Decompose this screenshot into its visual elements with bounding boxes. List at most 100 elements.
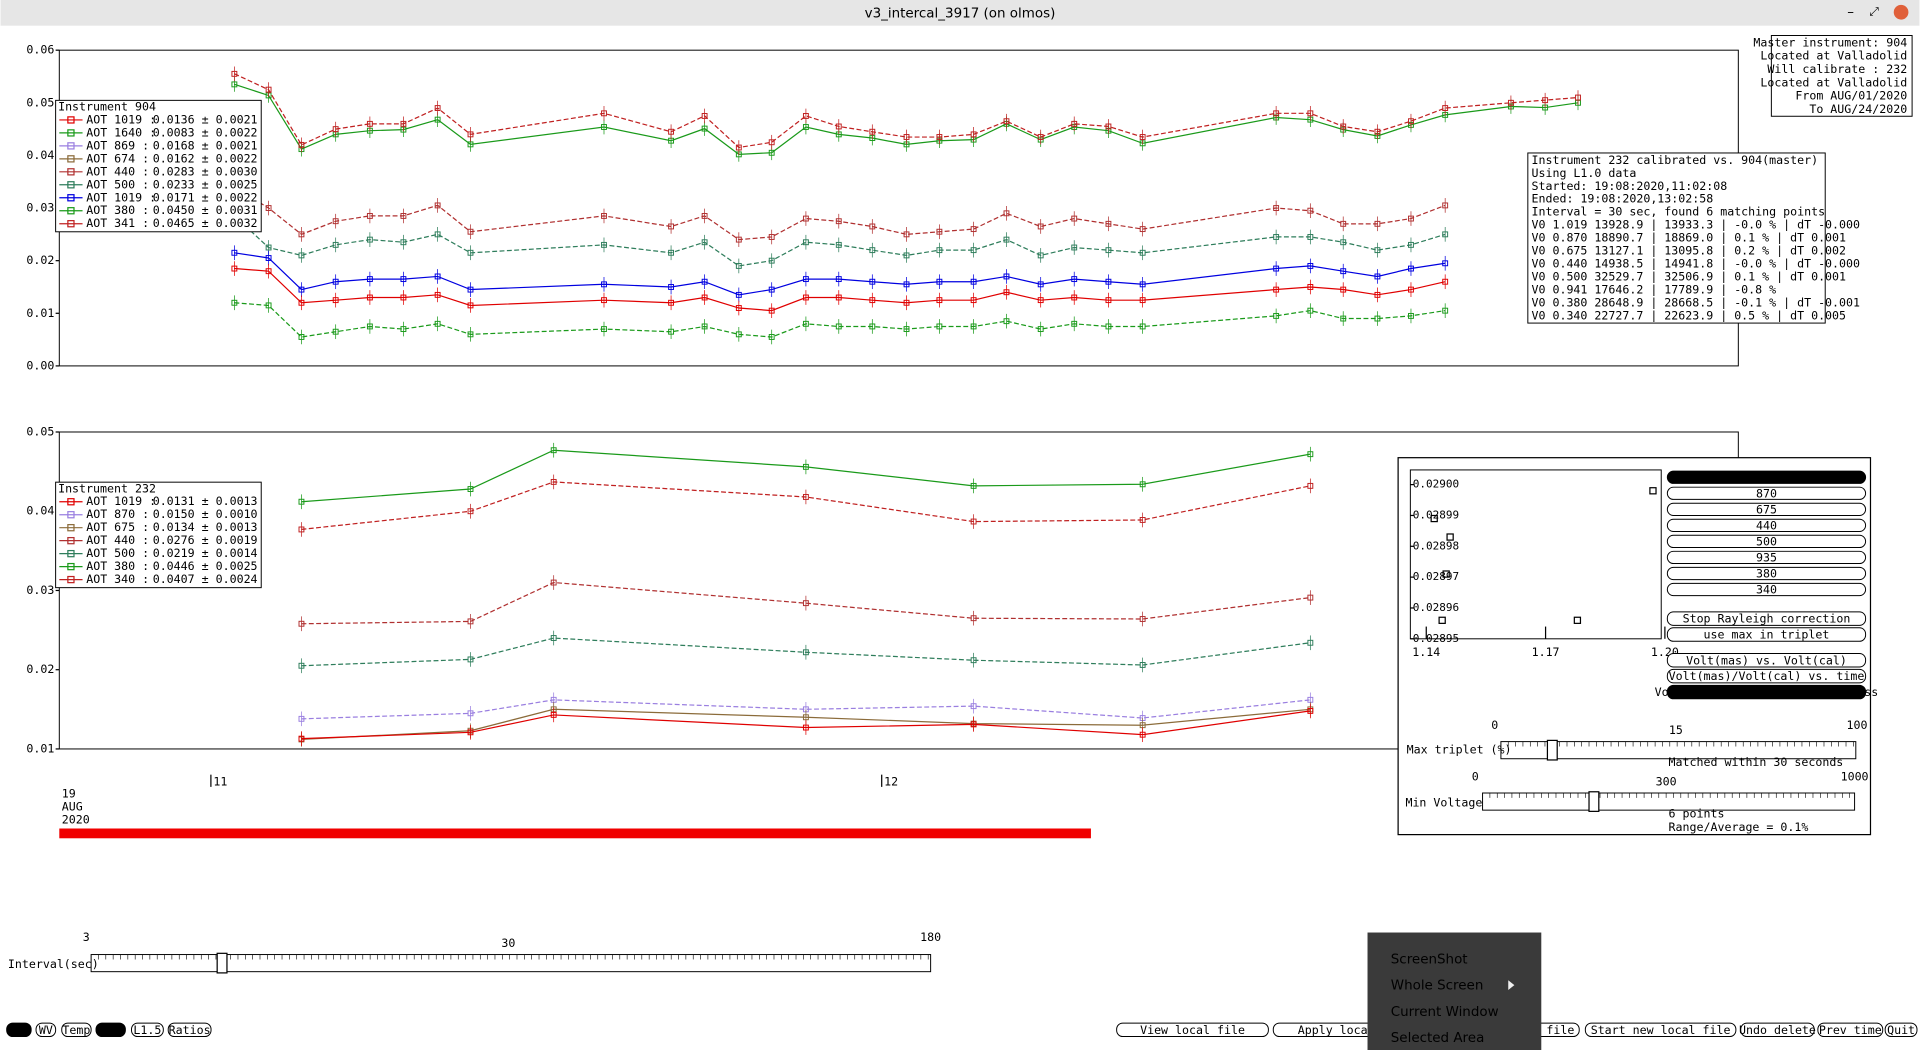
calibration-line: Interval = 30 sec, found 6 matching poin… [1532,205,1826,219]
tab[interactable] [61,1022,92,1038]
inset-x-tick-label: 1.14 [1412,645,1440,659]
bottom-button[interactable] [1584,1022,1737,1038]
data-point [467,729,474,736]
legend-marker [67,194,75,202]
option-button-label[interactable]: use max in triplet [1704,628,1830,642]
menu-item[interactable]: Current Window [1391,1005,1499,1020]
data-point [1307,639,1314,646]
legend-name: AOT 500 : [86,177,149,191]
menu-item[interactable]: Whole Screen [1391,979,1484,994]
tab-label[interactable]: AOT [8,1023,29,1037]
bottom-button-label[interactable]: file [1546,1023,1574,1037]
wavelength-button[interactable] [1666,518,1867,532]
slider-thumb[interactable] [1546,739,1558,761]
slider-thumb[interactable] [216,952,228,974]
y-tick-label: 0.00 [26,358,54,372]
wavelength-button[interactable] [1666,550,1867,565]
calibration-line: V0 0.870 18890.7 | 18869.0 | 0.1 % | dT … [1532,231,1847,245]
wavelength-button-label[interactable]: 500 [1756,535,1777,549]
y-tick-label: 0.04 [26,504,54,518]
legend-value: 0.0083 ± 0.0022 [153,125,258,139]
wavelength-button[interactable] [1666,502,1867,516]
legend-value: 0.0219 ± 0.0014 [153,546,258,560]
data-point [1139,616,1146,622]
plot-button[interactable] [1666,668,1867,684]
data-point [298,735,305,742]
plot-button-label[interactable]: Volt(mas) vs. Volt(cal) [1686,653,1847,667]
legend-marker [67,207,75,215]
data-point [869,323,876,330]
tab[interactable] [6,1022,32,1038]
wavelength-button-label[interactable]: 870 [1756,486,1777,500]
option-button[interactable] [1666,627,1867,642]
bottom-button[interactable] [1740,1022,1815,1038]
wavelength-button-label[interactable]: 380 [1756,567,1777,581]
data-point [869,297,876,304]
bottom-button[interactable] [1817,1022,1884,1038]
slider-thumb[interactable] [1588,791,1600,812]
plot-button-label[interactable]: Volt(mas)/Volt(cal) vs. time [1669,669,1865,683]
wavelength-button[interactable] [1666,486,1867,500]
window-title: v3_intercal_3917 (on olmos) [865,6,1056,21]
option-button-label[interactable]: Stop Rayleigh correction [1683,612,1851,626]
option-button[interactable] [1666,611,1867,626]
wavelength-button[interactable] [1666,470,1867,484]
wavelength-button-label[interactable]: 1020 [1752,470,1780,484]
tab[interactable] [131,1022,164,1038]
data-point [332,328,339,335]
bottom-button-label[interactable]: Start new local file [1591,1023,1731,1037]
data-point [467,286,474,293]
bottom-button-label[interactable]: Apply local [1298,1023,1375,1037]
data-point [366,323,373,330]
bottom-button[interactable] [1884,1022,1918,1038]
bottom-button-label[interactable]: Prev time [1819,1023,1882,1037]
tab-label[interactable]: Temp [62,1023,90,1037]
tab-label[interactable]: Ratios [169,1023,211,1037]
plot-button[interactable] [1666,653,1867,668]
legend-name: AOT 440 : [86,164,149,178]
wavelength-button[interactable] [1666,566,1867,581]
tab-label[interactable]: L1.5 [133,1023,161,1037]
data-point [1273,205,1280,211]
data-point [903,134,910,140]
tab[interactable] [95,1022,126,1038]
legend-value: 0.0150 ± 0.0010 [153,507,258,521]
slider-label: Max triplet (%) [1407,743,1512,757]
wavelength-button-label[interactable]: 935 [1756,551,1777,565]
slider-track[interactable] [1500,741,1857,760]
menu-item[interactable]: ScreenShot [1391,952,1468,967]
bottom-button[interactable] [1116,1022,1269,1038]
tab-label[interactable]: L1.0 [97,1023,125,1037]
data-point [467,302,474,309]
legend-marker [67,129,75,137]
maximize-button[interactable]: ⤢ [1868,5,1879,19]
data-point [1307,307,1314,314]
data-point [1003,273,1010,280]
data-point [298,498,305,505]
plot-button-label[interactable]: Volt(mas)/Volt(cal) vs. Air Mass [1655,685,1879,699]
bottom-button-label[interactable]: Quit [1887,1023,1915,1037]
data-point [366,120,373,127]
wavelength-button[interactable] [1666,534,1867,549]
bottom-button-label[interactable]: View local file [1140,1023,1245,1037]
data-point [366,276,373,283]
data-point [768,334,775,340]
tab[interactable] [35,1022,57,1038]
data-point [735,331,742,338]
menu-item[interactable]: Selected Area [1391,1031,1485,1046]
close-button[interactable] [1893,4,1909,20]
minimize-button[interactable]: – [1847,5,1854,20]
wavelength-button-label[interactable]: 440 [1756,518,1777,532]
wavelength-button-label[interactable]: 340 [1756,583,1777,597]
y-tick-label: 0.03 [26,201,54,215]
tab[interactable] [167,1022,212,1038]
plot-button[interactable] [1666,684,1867,700]
data-point [298,231,305,238]
bottom-button-label[interactable]: Undo delete [1739,1023,1816,1037]
data-point [1139,281,1146,288]
tab-label[interactable]: WV [39,1023,53,1037]
wavelength-button[interactable] [1666,582,1867,597]
legend-name: AOT 1019 : [86,190,156,204]
wavelength-button-label[interactable]: 675 [1756,502,1777,516]
slider-track[interactable] [90,954,932,973]
